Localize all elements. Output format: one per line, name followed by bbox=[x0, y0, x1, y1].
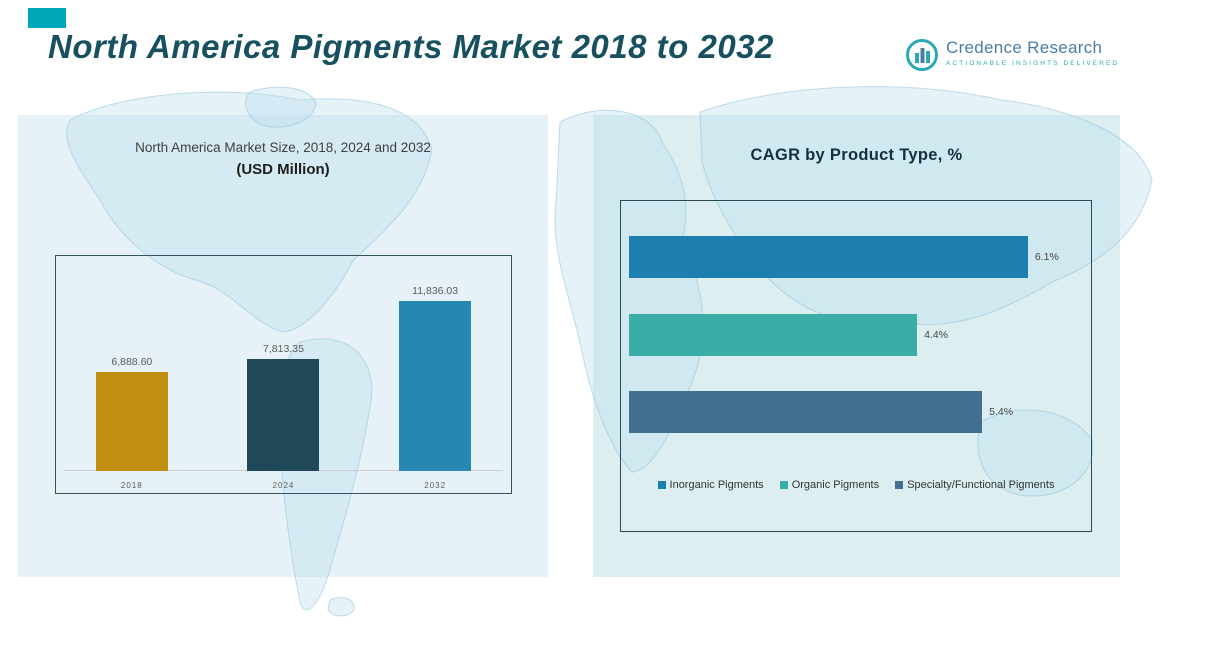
left-chart-subtitle: (USD Million) bbox=[236, 161, 330, 178]
bar-2018 bbox=[95, 372, 168, 471]
bar-2024 bbox=[247, 359, 320, 471]
left-chart-header: North America Market Size, 2018, 2024 an… bbox=[18, 140, 548, 178]
bar-category-label: 2024 bbox=[272, 480, 295, 490]
legend-swatch-organic bbox=[779, 481, 788, 489]
hbar-organic-pigments bbox=[629, 314, 918, 356]
left-chart-title: North America Market Size, 2018, 2024 an… bbox=[135, 140, 431, 155]
legend-swatch-specialty bbox=[895, 481, 904, 489]
legend-item-specialty: Specialty/Functional Pigments bbox=[895, 479, 1054, 491]
bar-2032 bbox=[399, 301, 472, 471]
legend-label: Inorganic Pigments bbox=[669, 479, 764, 491]
bar-group-2024: 7,813.35 2024 bbox=[208, 256, 358, 493]
hbar-specialty-functional-pigments bbox=[629, 391, 983, 433]
legend-swatch-inorganic bbox=[657, 481, 666, 489]
bar-value-label: 6,888.60 bbox=[111, 356, 153, 368]
hbar-value-label: 4.4% bbox=[924, 329, 949, 341]
hbar-row-organic: 4.4% bbox=[629, 314, 1087, 356]
bar-category-label: 2032 bbox=[424, 480, 447, 490]
hbar-value-label: 6.1% bbox=[1034, 251, 1059, 263]
market-size-bar-chart: 6,888.60 2018 7,813.35 2024 11,836.03 20… bbox=[55, 255, 512, 494]
legend-label: Organic Pigments bbox=[791, 479, 880, 491]
logo-tagline: Actionable Insights Delivered bbox=[946, 60, 1120, 67]
bar-value-label: 7,813.35 bbox=[263, 343, 304, 355]
bar-group-2018: 6,888.60 2018 bbox=[57, 256, 207, 493]
right-chart-title: CAGR by Product Type, % bbox=[750, 146, 963, 164]
brand-logo: Credence Research Actionable Insights De… bbox=[905, 38, 1119, 72]
hbar-row-specialty: 5.4% bbox=[629, 391, 1087, 433]
cagr-bar-chart: 6.1% 4.4% 5.4% Inorganic Pigments Organi… bbox=[620, 200, 1092, 532]
bar-category-label: 2018 bbox=[120, 480, 143, 490]
chart-legend: Inorganic Pigments Organic Pigments Spec… bbox=[621, 479, 1091, 491]
logo-icon bbox=[906, 39, 938, 71]
hbar-inorganic-pigments bbox=[629, 236, 1028, 278]
hbar-row-inorganic: 6.1% bbox=[629, 236, 1087, 278]
legend-item-inorganic: Inorganic Pigments bbox=[657, 479, 764, 491]
hbar-value-label: 5.4% bbox=[989, 406, 1014, 418]
logo-brand-name: Credence Research bbox=[946, 38, 1103, 57]
bar-value-label: 11,836.03 bbox=[412, 285, 459, 297]
legend-item-organic: Organic Pigments bbox=[779, 479, 880, 491]
bar-group-2032: 11,836.03 2032 bbox=[360, 256, 510, 493]
legend-label: Specialty/Functional Pigments bbox=[907, 479, 1055, 491]
accent-bar bbox=[28, 8, 66, 28]
page-title: North America Pigments Market 2018 to 20… bbox=[48, 28, 774, 65]
